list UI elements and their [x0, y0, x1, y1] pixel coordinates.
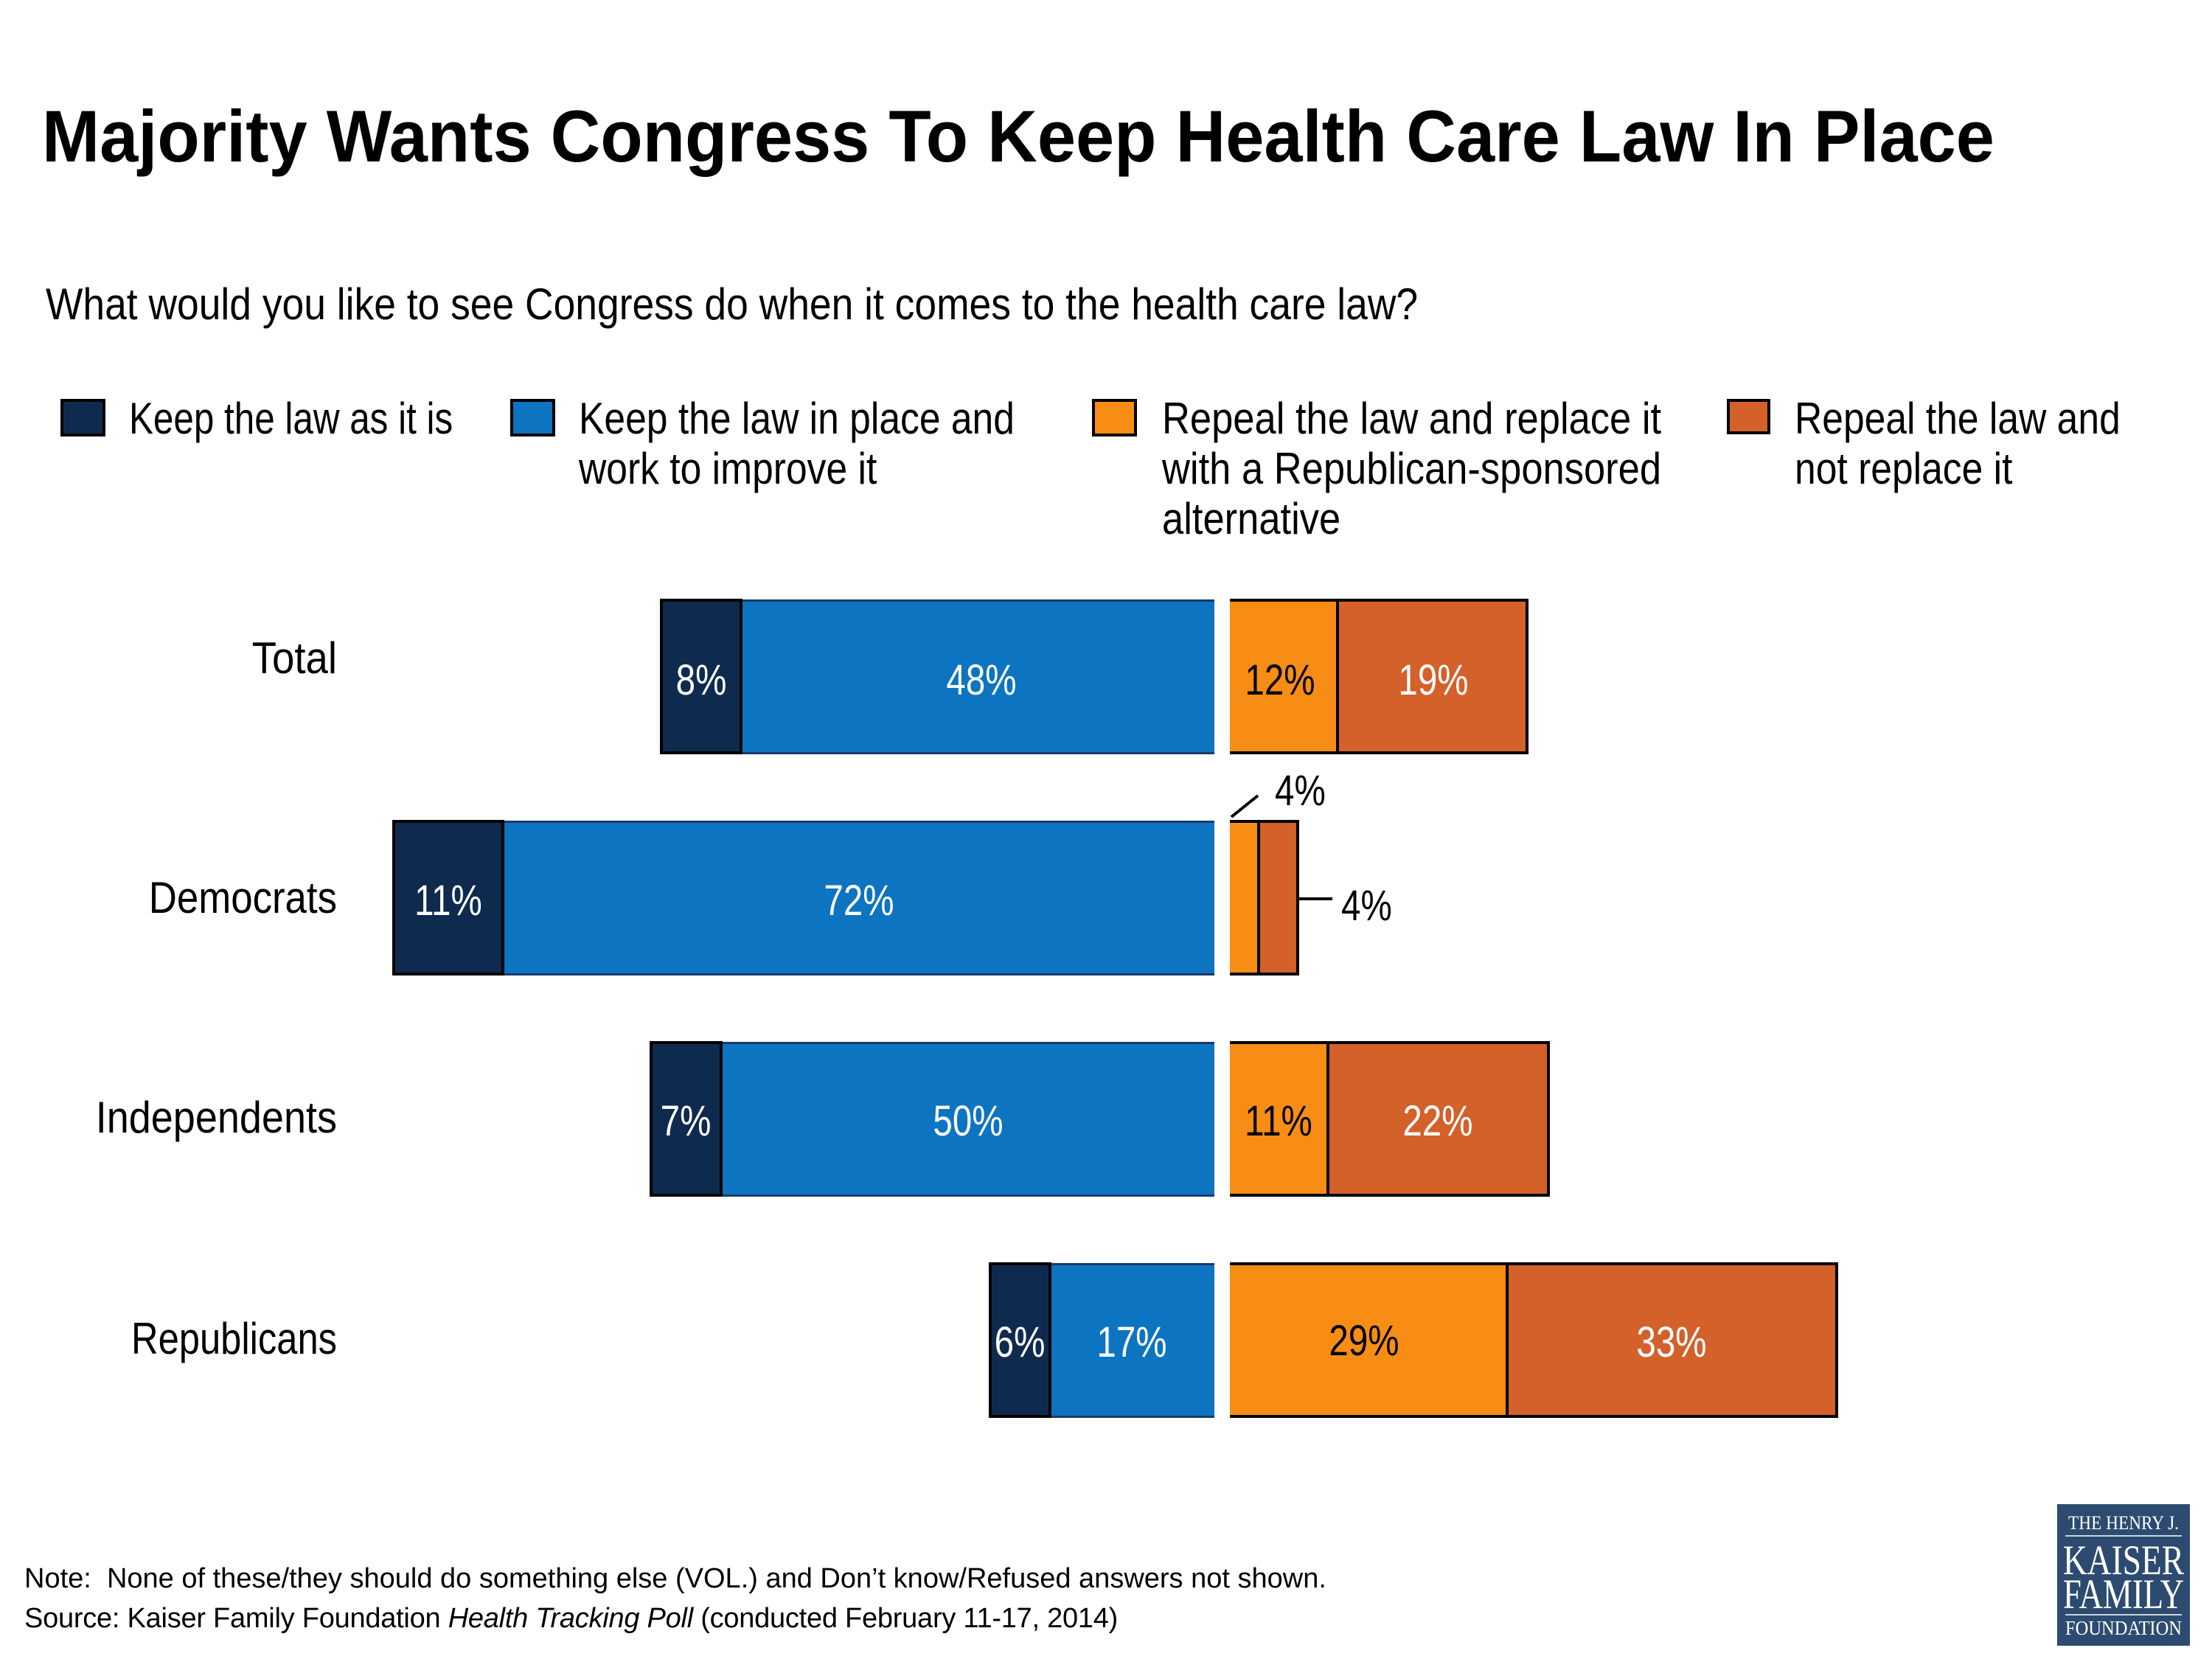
- svg-text:KAISER: KAISER: [2063, 1537, 2184, 1584]
- svg-text:FOUNDATION: FOUNDATION: [2065, 1617, 2182, 1639]
- svg-text:FAMILY: FAMILY: [2063, 1571, 2184, 1618]
- svg-text:THE HENRY J.: THE HENRY J.: [2068, 1512, 2179, 1534]
